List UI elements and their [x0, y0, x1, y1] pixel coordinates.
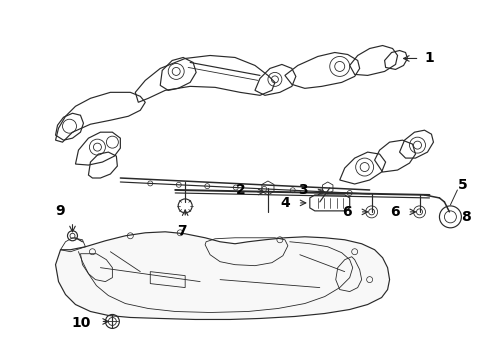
Text: 6: 6 [389, 205, 399, 219]
Text: 4: 4 [280, 196, 289, 210]
Text: 2: 2 [236, 183, 245, 197]
Text: 8: 8 [461, 210, 470, 224]
Text: 7: 7 [177, 224, 186, 238]
Text: 5: 5 [456, 178, 466, 192]
Text: 1: 1 [424, 51, 433, 66]
Text: 6: 6 [342, 205, 351, 219]
Text: 9: 9 [56, 204, 65, 218]
Text: 3: 3 [298, 183, 307, 197]
Text: 10: 10 [71, 316, 90, 330]
Polygon shape [56, 232, 389, 319]
